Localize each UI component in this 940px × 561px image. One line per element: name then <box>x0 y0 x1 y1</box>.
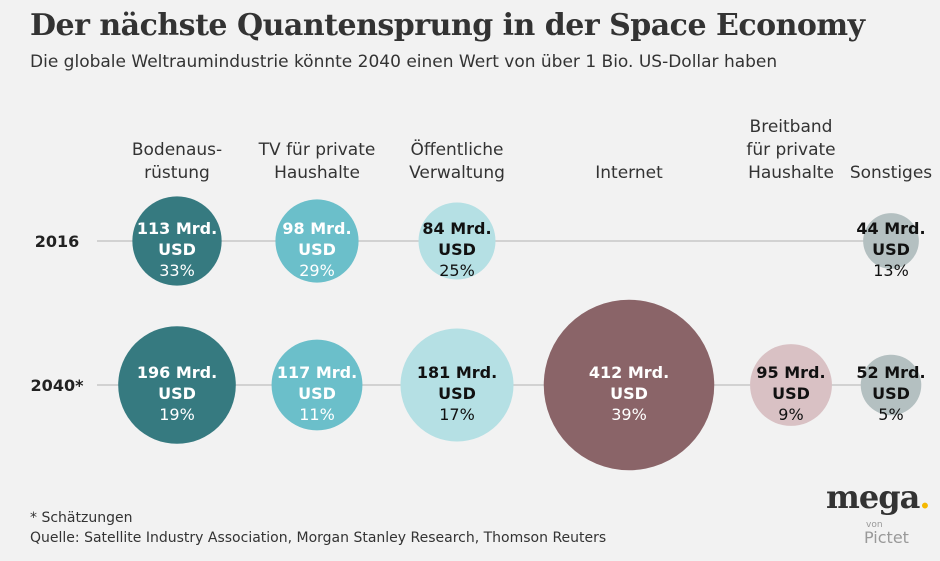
bubble <box>400 328 514 442</box>
row-label: 2016 <box>35 232 80 251</box>
chart-subtitle: Die globale Weltraumindustrie könnte 204… <box>30 52 778 72</box>
value-label: 52 Mrd. <box>856 363 925 382</box>
unit-label: USD <box>610 384 648 403</box>
value-label: 98 Mrd. <box>282 219 351 238</box>
value-label: 44 Mrd. <box>856 219 925 238</box>
unit-label: USD <box>438 240 476 259</box>
category-label: TV für private <box>258 140 376 160</box>
value-label: 196 Mrd. <box>137 363 217 382</box>
share-label: 33% <box>159 261 195 280</box>
unit-label: USD <box>438 384 476 403</box>
logo-word: mega <box>826 478 920 516</box>
bubble <box>860 354 922 416</box>
bubble <box>132 196 222 286</box>
category-label: Bodenaus- <box>132 140 222 160</box>
unit-label: USD <box>158 384 196 403</box>
value-label: 84 Mrd. <box>422 219 491 238</box>
logo-von: von <box>866 520 883 530</box>
value-label: 117 Mrd. <box>277 363 357 382</box>
category-label: rüstung <box>144 163 210 183</box>
bubble <box>863 213 919 269</box>
category-label: für private <box>746 140 835 160</box>
share-label: 25% <box>439 261 475 280</box>
category-label: Haushalte <box>274 163 360 183</box>
category-label: Sonstiges <box>850 163 932 183</box>
bubble <box>543 299 715 471</box>
category-label: Haushalte <box>748 163 834 183</box>
share-label: 9% <box>778 405 803 424</box>
category-label: Verwaltung <box>409 163 505 183</box>
bubble <box>750 344 832 426</box>
category-label: Internet <box>595 163 663 183</box>
share-label: 11% <box>299 405 335 424</box>
bubble <box>418 202 496 280</box>
bubble <box>271 339 363 431</box>
unit-label: USD <box>298 384 336 403</box>
unit-label: USD <box>158 240 196 259</box>
category-label: Öffentliche <box>410 138 503 160</box>
share-label: 17% <box>439 405 475 424</box>
share-label: 29% <box>299 261 335 280</box>
logo-dot: . <box>919 478 930 516</box>
share-label: 5% <box>878 405 903 424</box>
chart-title: Der nächste Quantensprung in der Space E… <box>30 8 865 43</box>
footnote: * Schätzungen <box>30 510 133 526</box>
logo-pictet: Pictet <box>864 528 909 547</box>
unit-label: USD <box>872 384 910 403</box>
value-label: 95 Mrd. <box>756 363 825 382</box>
share-label: 39% <box>611 405 647 424</box>
unit-label: USD <box>298 240 336 259</box>
value-label: 113 Mrd. <box>137 219 217 238</box>
value-label: 181 Mrd. <box>417 363 497 382</box>
bubble <box>275 199 359 283</box>
unit-label: USD <box>772 384 810 403</box>
value-label: 412 Mrd. <box>589 363 669 382</box>
mega-logo: mega. <box>826 478 930 516</box>
share-label: 19% <box>159 405 195 424</box>
unit-label: USD <box>872 240 910 259</box>
source-note: Quelle: Satellite Industry Association, … <box>30 530 607 546</box>
row-label: 2040* <box>31 376 85 395</box>
category-label: Breitband <box>750 117 833 137</box>
share-label: 13% <box>873 261 909 280</box>
bubble-chart: Bodenaus-rüstung TV für private Haushalte Ö… <box>31 117 932 471</box>
bubble <box>118 326 236 444</box>
